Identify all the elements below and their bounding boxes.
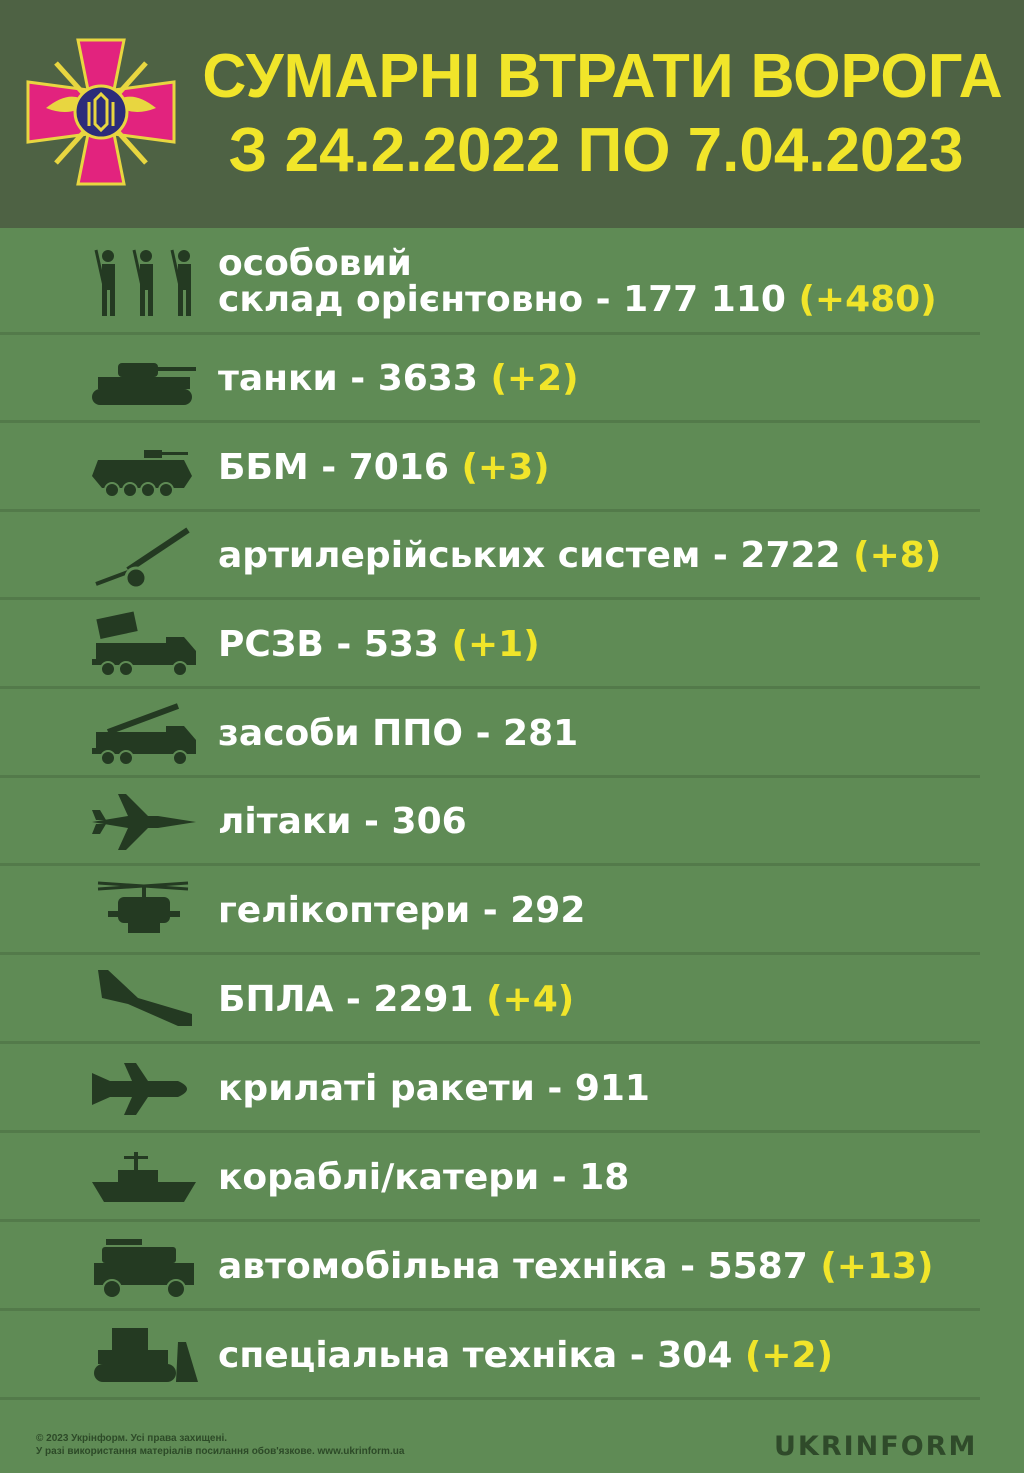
item-label: автомобільна техніка - 5587 (+13)	[218, 1245, 934, 1287]
daily-delta: (+1)	[451, 623, 540, 665]
item-count: засоби ППО - 281	[218, 712, 579, 754]
daily-delta: (+13)	[820, 1245, 934, 1287]
list-item: засоби ППО - 281	[0, 689, 980, 778]
helicopter-icon	[84, 871, 204, 951]
item-count: РСЗВ - 533	[218, 623, 439, 665]
mlrs-icon	[84, 605, 204, 685]
daily-delta: (+4)	[486, 978, 575, 1020]
label-line: літаки - 306	[218, 804, 467, 840]
item-label: спеціальна техніка - 304 (+2)	[218, 1334, 834, 1376]
item-count: автомобільна техніка - 5587	[218, 1245, 808, 1287]
label-line-1: особовий	[218, 242, 412, 284]
daily-delta: (+2)	[744, 1334, 834, 1376]
daily-delta: (+2)	[490, 358, 579, 399]
label-line: артилерійських систем - 2722 (+8)	[218, 538, 941, 574]
list-item: кораблі/катери - 18	[0, 1133, 980, 1222]
page-title: СУМАРНІ ВТРАТИ ВОРОГА З 24.2.2022 ПО 7.0…	[196, 40, 1003, 188]
label-line: засоби ППО - 281	[218, 712, 579, 754]
tank-icon	[84, 339, 204, 419]
list-item: танки - 3633 (+2)	[0, 335, 980, 423]
air-defense-icon	[84, 694, 204, 774]
title-date-range: З 24.2.2022 ПО 7.04.2023	[228, 116, 964, 185]
item-count: БПЛА - 2291	[218, 978, 474, 1020]
item-count: кораблі/катери - 18	[218, 1156, 630, 1198]
item-count: крилаті ракети - 911	[218, 1067, 650, 1109]
label-line: гелікоптери - 292	[218, 889, 586, 931]
item-label: кораблі/катери - 18	[218, 1156, 630, 1198]
item-count: артилерійських систем - 2722	[218, 535, 841, 576]
label-line: РСЗВ - 533 (+1)	[218, 623, 540, 665]
label-line: ББМ - 7016 (+3)	[218, 446, 550, 488]
title-line-1: СУМАРНІ ВТРАТИ ВОРОГА	[202, 42, 1003, 111]
list-item: крилаті ракети - 911	[0, 1044, 980, 1133]
item-label: крилаті ракети - 911	[218, 1067, 650, 1109]
military-vehicle-icon	[84, 1227, 204, 1307]
item-label: літаки - 306	[218, 804, 467, 840]
daily-delta: (+3)	[461, 446, 550, 488]
item-label: ББМ - 7016 (+3)	[218, 446, 550, 488]
item-label: артилерійських систем - 2722 (+8)	[218, 538, 941, 574]
usage-notice: У разі використання матеріалів посилання…	[36, 1446, 405, 1457]
header: СУМАРНІ ВТРАТИ ВОРОГА З 24.2.2022 ПО 7.0…	[0, 0, 1024, 228]
daily-delta: (+480)	[798, 278, 937, 320]
armed-forces-emblem-icon	[26, 38, 176, 186]
drone-icon	[84, 960, 204, 1040]
label-line: крилаті ракети - 911	[218, 1067, 650, 1109]
item-label: гелікоптери - 292	[218, 889, 586, 931]
item-count: спеціальна техніка - 304	[218, 1334, 733, 1376]
list-item: ББМ - 7016 (+3)	[0, 423, 980, 512]
jet-icon	[84, 782, 204, 862]
item-count: склад орієнтовно - 177 110	[218, 278, 786, 320]
ship-icon	[84, 1138, 204, 1218]
cruise-missile-icon	[84, 1049, 204, 1129]
list-item: РСЗВ - 533 (+1)	[0, 600, 980, 689]
label-line: БПЛА - 2291 (+4)	[218, 978, 575, 1020]
item-count: гелікоптери - 292	[218, 889, 586, 931]
list-item: артилерійських систем - 2722 (+8)	[0, 512, 980, 600]
item-count: танки - 3633	[218, 358, 478, 399]
item-label: особовий склад орієнтовно - 177 110 (+480…	[218, 242, 937, 320]
bulldozer-icon	[84, 1316, 204, 1396]
list-item: БПЛА - 2291 (+4)	[0, 955, 980, 1044]
copyright-text: © 2023 Укрінформ. Усі права захищені.	[36, 1433, 228, 1444]
label-line: танки - 3633 (+2)	[218, 361, 579, 397]
item-label: РСЗВ - 533 (+1)	[218, 623, 540, 665]
ukrinform-logo: UKRINFORM	[774, 1431, 978, 1462]
footer-copyright: © 2023 Укрінформ. Усі права захищені. У …	[36, 1432, 404, 1458]
list-item: особовий склад орієнтовно - 177 110 (+480…	[0, 228, 980, 335]
list-item: гелікоптери - 292	[0, 866, 980, 955]
artillery-icon	[84, 516, 204, 596]
list-item: спеціальна техніка - 304 (+2)	[0, 1311, 980, 1400]
item-label: БПЛА - 2291 (+4)	[218, 978, 575, 1020]
item-count: літаки - 306	[218, 801, 467, 842]
item-count: ББМ - 7016	[218, 446, 449, 488]
soldiers-icon	[84, 242, 204, 322]
label-line: спеціальна техніка - 304 (+2)	[218, 1334, 834, 1376]
label-line: кораблі/катери - 18	[218, 1156, 630, 1198]
item-label: засоби ППО - 281	[218, 712, 579, 754]
apc-icon	[84, 428, 204, 508]
daily-delta: (+8)	[853, 535, 942, 576]
item-label: танки - 3633 (+2)	[218, 361, 579, 397]
list-item: автомобільна техніка - 5587 (+13)	[0, 1222, 980, 1311]
label-line: склад орієнтовно - 177 110 (+480)	[218, 278, 937, 320]
list-item: літаки - 306	[0, 778, 980, 866]
label-line: автомобільна техніка - 5587 (+13)	[218, 1245, 934, 1287]
